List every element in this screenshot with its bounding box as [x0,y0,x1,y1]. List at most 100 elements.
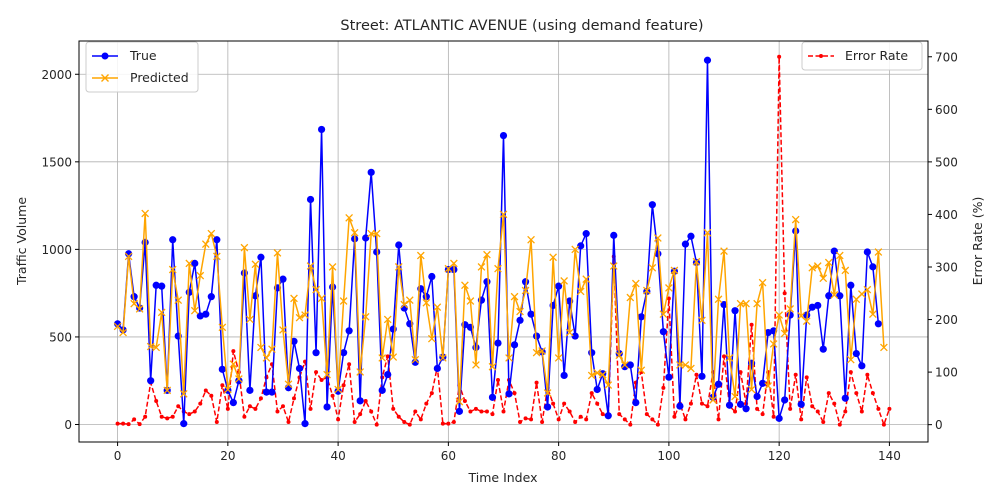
true-point [218,365,226,373]
predicted-point [846,355,855,364]
true-point [588,349,596,357]
error-rate-point [501,409,506,414]
error-rate-point [341,383,346,388]
true-point [742,405,750,413]
true-point [808,303,816,311]
predicted-point [802,317,811,326]
predicted-point [857,290,866,298]
true-point [246,386,254,394]
error-rate-point [280,404,285,409]
error-rate-point [826,391,831,396]
error-rate-point [793,372,798,377]
predicted-point [438,354,447,362]
true-point [510,341,519,349]
true-point [731,307,739,315]
true-point [819,345,827,353]
predicted-point [576,287,585,296]
true-point [665,373,673,381]
predicted-point [813,262,822,270]
predicted-point [582,275,591,284]
error-rate-point [137,422,142,427]
error-rate-point [854,391,859,396]
true-point [169,236,177,244]
error-rate-point [451,420,456,425]
predicted-point [538,347,546,355]
true-point [257,253,265,261]
error-rate-point [115,421,120,426]
true-point [577,242,585,250]
predicted-point [312,285,320,294]
true-point [681,240,690,248]
error-rate-point [468,409,473,414]
predicted-point [554,354,563,362]
error-rate-point [440,421,445,426]
predicted-point [394,263,403,271]
error-rate-point [843,409,848,414]
predicted-point [201,240,210,248]
error-rate-point [203,388,208,393]
legend-left: True Predicted [85,41,199,93]
predicted-point [268,345,276,354]
true-point [367,168,375,176]
true-point [571,332,579,340]
predicted-point [835,251,844,260]
true-point [781,396,789,404]
error-rate-point [848,370,853,375]
error-rate-point [600,412,605,417]
error-rate-point [705,404,710,409]
predicted-point [284,380,293,389]
legend-error-marker [819,54,823,58]
predicted-point [637,366,646,375]
true-point [196,312,204,320]
predicted-point [681,361,690,369]
predicted-point [416,251,425,260]
error-rate-point [363,399,368,404]
predicted-point [620,361,629,369]
error-rate-point [644,412,649,417]
true-point [340,349,348,357]
predicted-point [273,249,282,257]
y2-tick-label: 600 [935,103,958,117]
y2-tick-label: 700 [935,50,958,64]
true-point [836,292,844,300]
predicted-point [648,263,657,272]
error-rate-point [810,404,815,409]
true-point [235,377,243,385]
true-point [555,282,563,290]
predicted-point [642,286,651,295]
predicted-point [521,286,530,295]
true-point [191,259,199,267]
predicted-point [841,266,850,275]
predicted-point [780,329,789,338]
error-rate-point [865,372,870,377]
error-rate-point [495,377,500,382]
predicted-point [505,354,513,362]
true-point [560,371,568,380]
true-point [378,386,386,394]
error-rate-point [484,409,489,414]
true-point [207,293,215,301]
true-point [703,56,712,64]
predicted-point [367,229,376,238]
predicted-point [190,306,199,315]
error-rate-point [655,422,660,427]
error-rate-point [473,406,478,411]
predicted-point [356,368,365,376]
true-point [582,230,590,238]
error-rate-point [518,420,523,425]
error-rate-point [336,417,341,422]
predicted-point [880,343,888,352]
error-rate-point [722,354,727,359]
error-rate-point [788,406,793,411]
predicted-point [758,278,767,287]
predicted-point [323,370,331,379]
error-rate-point [231,349,236,354]
true-point [113,320,122,328]
predicted-point [516,307,524,316]
predicted-point [427,334,436,343]
error-rate-point [170,414,175,419]
predicted-point [709,396,717,404]
true-point [852,349,860,358]
true-point [764,328,772,337]
true-point [158,282,166,290]
